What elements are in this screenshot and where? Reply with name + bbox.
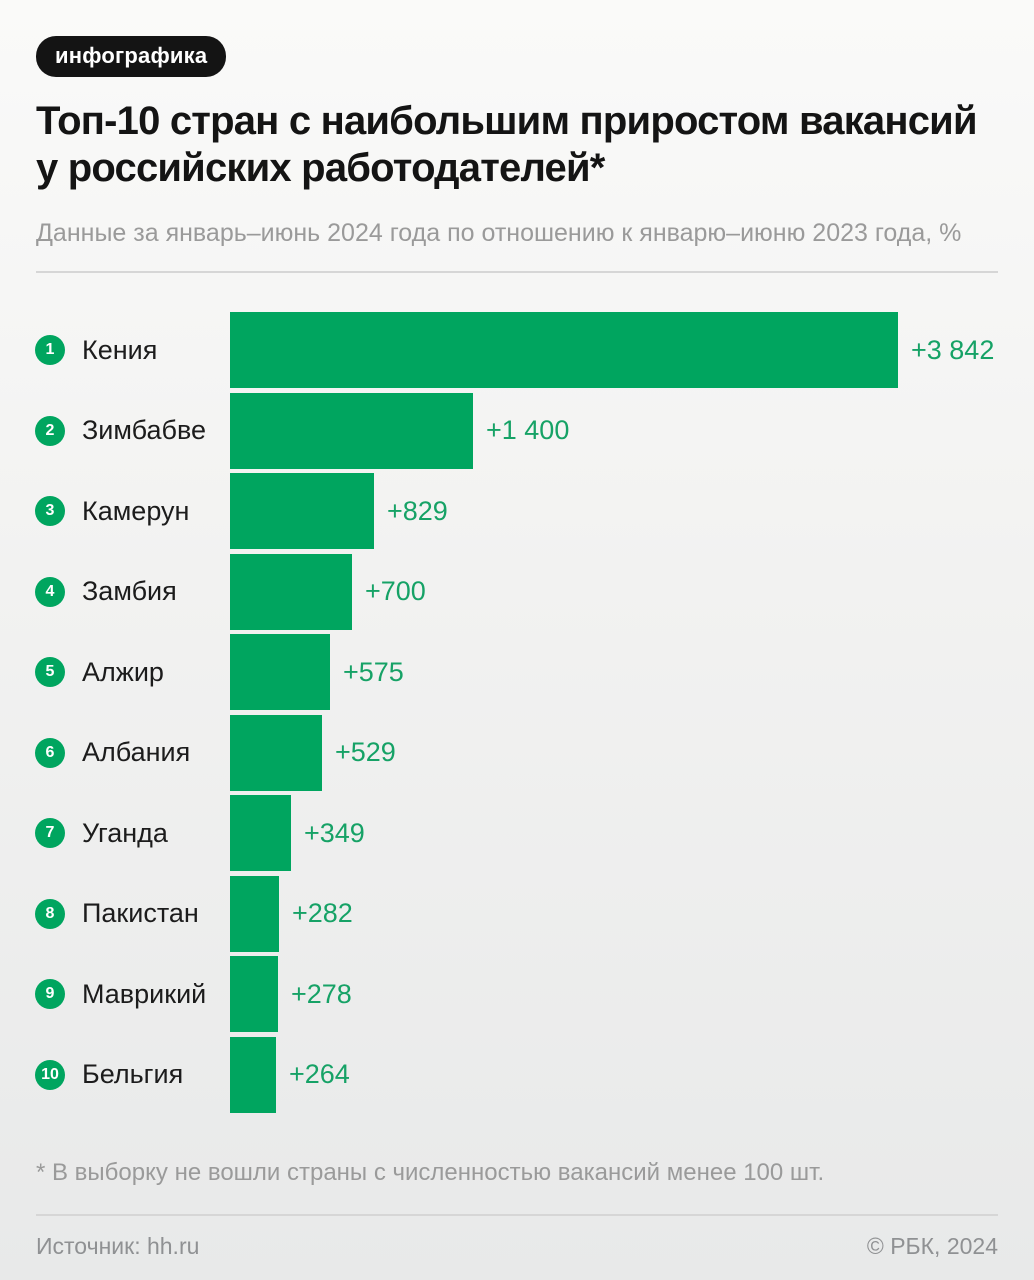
rank-badge: 7 bbox=[35, 818, 65, 849]
value-label: +829 bbox=[387, 495, 448, 526]
row-label-column: 8 Пакистан bbox=[35, 898, 230, 929]
rank-badge: 3 bbox=[35, 496, 65, 527]
footnote: * В выборку не вошли страны с численност… bbox=[36, 1158, 825, 1186]
country-label: Маврикий bbox=[82, 978, 207, 1009]
bar-area: +264 bbox=[230, 1034, 998, 1115]
bar-area: +829 bbox=[230, 471, 998, 552]
rank-badge: 6 bbox=[35, 737, 65, 768]
copyright-label: © РБК, 2024 bbox=[866, 1232, 998, 1259]
page-title: Топ-10 стран с наибольшим приростом вака… bbox=[36, 99, 978, 190]
bar bbox=[230, 553, 352, 630]
row-label-column: 10 Бельгия bbox=[35, 1059, 230, 1090]
row-label-column: 9 Маврикий bbox=[35, 978, 230, 1010]
row-label-column: 2 Зимбабве bbox=[35, 415, 230, 446]
bar bbox=[230, 634, 330, 711]
country-label: Замбия bbox=[82, 576, 177, 607]
country-label: Алжир bbox=[82, 656, 164, 687]
rank-badge: 8 bbox=[35, 898, 65, 929]
country-label: Камерун bbox=[82, 495, 190, 526]
footer: Источник: hh.ru © РБК, 2024 bbox=[36, 1233, 998, 1260]
row-label-column: 6 Албания bbox=[35, 737, 230, 768]
page-subtitle: Данные за январь–июнь 2024 года по отнош… bbox=[36, 218, 962, 247]
bar bbox=[230, 473, 374, 550]
row-label-column: 3 Камерун bbox=[35, 495, 230, 527]
table-row: 2 Зимбабве +1 400 bbox=[35, 390, 998, 471]
value-label: +282 bbox=[292, 898, 353, 929]
rank-badge: 10 bbox=[35, 1059, 65, 1090]
country-label: Кения bbox=[82, 334, 158, 365]
value-label: +529 bbox=[335, 737, 396, 768]
header-divider bbox=[36, 270, 998, 273]
bar bbox=[230, 392, 473, 469]
value-label: +278 bbox=[291, 978, 352, 1009]
table-row: 6 Албания +529 bbox=[35, 712, 998, 793]
bar-area: +278 bbox=[230, 954, 998, 1035]
bar bbox=[230, 714, 322, 791]
bar-area: +575 bbox=[230, 632, 998, 713]
rank-badge: 5 bbox=[35, 657, 65, 688]
rank-badge: 4 bbox=[35, 576, 65, 607]
bar bbox=[230, 1036, 276, 1113]
footer-divider bbox=[36, 1213, 998, 1216]
bar-area: +3 842 bbox=[230, 310, 998, 391]
rank-badge: 2 bbox=[35, 415, 65, 446]
bar-area: +529 bbox=[230, 712, 998, 793]
rank-badge: 9 bbox=[35, 979, 65, 1010]
row-label-column: 4 Замбия bbox=[35, 576, 230, 607]
table-row: 8 Пакистан +282 bbox=[35, 873, 998, 954]
table-row: 4 Замбия +700 bbox=[35, 551, 998, 632]
rank-badge: 1 bbox=[35, 335, 65, 366]
infographic-badge: инфографика bbox=[36, 36, 227, 77]
table-row: 5 Алжир +575 bbox=[35, 632, 998, 713]
table-row: 7 Уганда +349 bbox=[35, 793, 998, 874]
table-row: 3 Камерун +829 bbox=[35, 471, 998, 552]
bar-area: +700 bbox=[230, 551, 998, 632]
bar bbox=[230, 312, 898, 389]
bar-area: +282 bbox=[230, 873, 998, 954]
country-label: Пакистан bbox=[82, 898, 199, 929]
table-row: 10 Бельгия +264 bbox=[35, 1034, 998, 1115]
row-label-column: 5 Алжир bbox=[35, 656, 230, 688]
bar bbox=[230, 875, 279, 952]
value-label: +3 842 bbox=[911, 334, 995, 365]
bar bbox=[230, 956, 278, 1033]
row-label-column: 7 Уганда bbox=[35, 817, 230, 849]
value-label: +1 400 bbox=[486, 415, 570, 446]
country-label: Бельгия bbox=[82, 1059, 184, 1090]
bar-area: +1 400 bbox=[230, 390, 998, 471]
bar bbox=[230, 795, 291, 872]
value-label: +575 bbox=[343, 656, 404, 687]
row-label-column: 1 Кения bbox=[35, 334, 230, 366]
country-label: Уганда bbox=[82, 817, 168, 848]
value-label: +700 bbox=[365, 576, 426, 607]
country-label: Албания bbox=[82, 737, 191, 768]
country-label: Зимбабве bbox=[82, 415, 207, 446]
bar-area: +349 bbox=[230, 793, 998, 874]
bar-chart: 1 Кения +3 842 2 Зимбабве +1 400 3 Камер… bbox=[35, 310, 998, 1115]
source-label: Источник: hh.ru bbox=[36, 1232, 200, 1259]
table-row: 1 Кения +3 842 bbox=[35, 310, 998, 391]
table-row: 9 Маврикий +278 bbox=[35, 954, 998, 1035]
value-label: +264 bbox=[289, 1059, 350, 1090]
value-label: +349 bbox=[304, 817, 365, 848]
